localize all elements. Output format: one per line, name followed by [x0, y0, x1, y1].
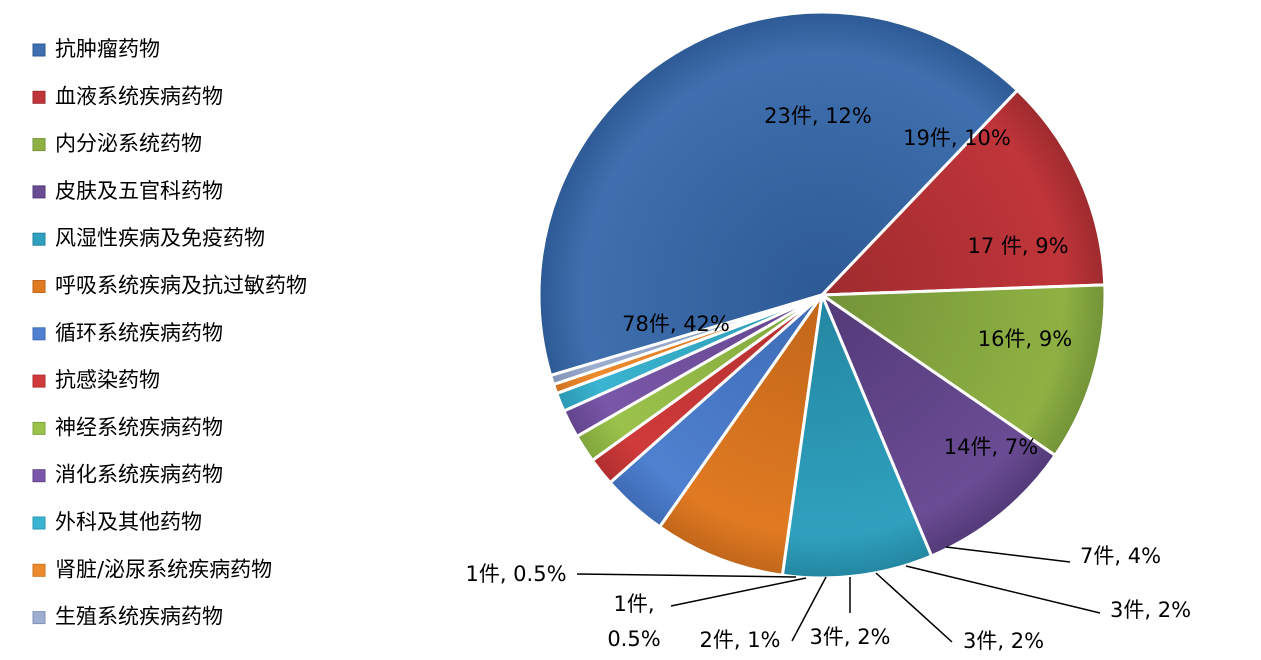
legend-marker-12	[32, 563, 46, 577]
pie-slice-5	[780, 293, 933, 580]
data-label-7: 7件, 4%	[1080, 544, 1161, 568]
legend-marker-1	[32, 43, 46, 57]
leader-line-7	[945, 546, 1071, 563]
legend-label-4: 皮肤及五官科药物	[55, 179, 223, 203]
data-label-9: 3件, 2%	[963, 629, 1044, 653]
leader-line-13	[576, 573, 797, 578]
data-label-5: 16件, 9%	[978, 327, 1072, 351]
data-label-12-line-1: 1件,	[613, 592, 654, 616]
legend-label-5: 风湿性疾病及免疫药物	[55, 226, 265, 250]
legend: 抗肿瘤药物血液系统疾病药物内分泌系统药物皮肤及五官科药物风湿性疾病及免疫药物呼吸…	[32, 37, 307, 629]
data-label-13: 1件, 0.5%	[465, 562, 566, 586]
legend-marker-9	[32, 421, 46, 435]
leader-lines	[576, 546, 1101, 643]
legend-marker-3	[32, 138, 46, 152]
legend-marker-8	[32, 374, 46, 388]
data-label-11: 2件, 1%	[699, 628, 780, 652]
legend-marker-5	[32, 232, 46, 246]
data-label-12-line-2: 0.5%	[607, 627, 660, 651]
data-label-2: 23件, 12%	[764, 104, 872, 128]
legend-label-13: 生殖系统疾病药物	[55, 605, 223, 629]
legend-label-1: 抗肿瘤药物	[55, 37, 160, 61]
legend-label-8: 抗感染药物	[55, 368, 160, 392]
legend-label-12: 肾脏/泌尿系统疾病药物	[55, 557, 272, 581]
legend-marker-11	[32, 516, 46, 530]
data-label-4: 17 件, 9%	[967, 234, 1068, 258]
data-label-6: 14件, 7%	[944, 435, 1038, 459]
data-label-1: 78件, 42%	[622, 312, 730, 336]
pie-slice-6	[658, 293, 824, 577]
data-labels: 78件, 42% 23件, 12% 19件, 10% 17 件, 9% 16件, 9% 1…	[465, 104, 1191, 653]
legend-marker-10	[32, 469, 46, 483]
legend-label-3: 内分泌系统药物	[55, 132, 202, 156]
legend-marker-2	[32, 90, 46, 104]
leader-line-8	[905, 565, 1101, 614]
legend-marker-4	[32, 185, 46, 199]
leader-line-11	[791, 576, 827, 642]
legend-label-11: 外科及其他药物	[55, 510, 202, 534]
data-label-3: 19件, 10%	[903, 126, 1011, 150]
legend-marker-13	[32, 611, 46, 625]
leader-line-9	[875, 572, 953, 643]
pie-slice-1	[537, 10, 1019, 377]
legend-label-6: 呼吸系统疾病及抗过敏药物	[55, 274, 307, 298]
data-label-8: 3件, 2%	[1110, 598, 1191, 622]
legend-label-7: 循环系统疾病药物	[55, 321, 223, 345]
pie-slice-13	[549, 293, 824, 386]
pie-slice-2	[820, 88, 1107, 297]
pie-slice-4	[820, 293, 1057, 558]
legend-label-2: 血液系统疾病药物	[55, 84, 223, 108]
data-label-10: 3件, 2%	[809, 625, 890, 649]
legend-label-9: 神经系统疾病药物	[55, 415, 223, 439]
legend-marker-6	[32, 280, 46, 293]
legend-label-10: 消化系统疾病药物	[55, 463, 223, 487]
leader-line-12	[670, 577, 807, 607]
legend-marker-7	[32, 327, 46, 341]
pie-slice-3	[820, 283, 1107, 457]
pie-slices	[537, 10, 1107, 580]
